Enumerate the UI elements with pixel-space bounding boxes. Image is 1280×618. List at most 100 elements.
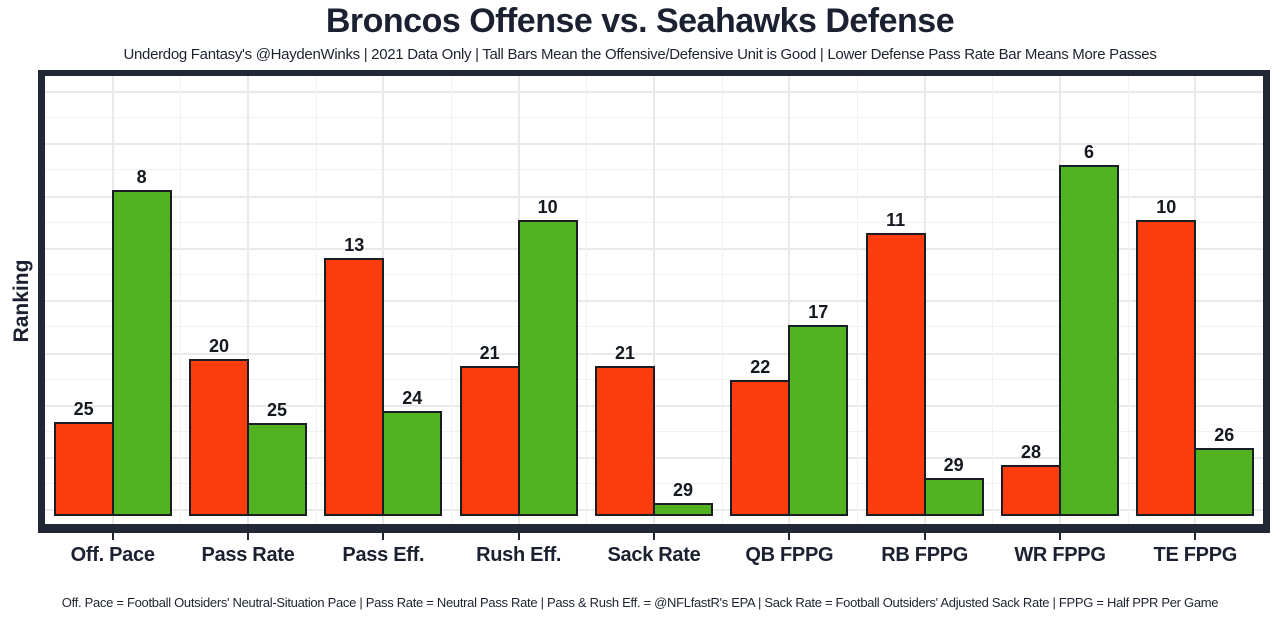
x-tick-mark-qb-fppg: [788, 533, 791, 540]
bar-pair-qb-fppg: 22 17: [730, 302, 849, 516]
chart-subtitle: Underdog Fantasy's @HaydenWinks | 2021 D…: [123, 46, 1157, 63]
bar-offense-pass-eff: 13: [324, 235, 385, 516]
v-gridline-minor: [180, 76, 182, 524]
v-gridline-minor: [721, 76, 723, 524]
bar-offense-off-pace: 25: [53, 399, 114, 516]
bar-group-pass-rate: 20 25: [180, 76, 315, 524]
x-tick-mark-off-pace: [111, 533, 114, 540]
x-axis-label-rush-eff: Rush Eff.: [476, 544, 562, 566]
bar-defense-rush-eff: 10: [517, 197, 578, 516]
x-tick-cell-off-pace: [45, 533, 180, 541]
bar-offense-sack-rate: 21: [594, 343, 655, 516]
bar-defense-pass-eff: 24: [382, 388, 443, 516]
bar-group-rb-fppg: 11 29: [857, 76, 992, 524]
bar-pair-rb-fppg: 11 29: [865, 210, 984, 516]
bar-value-label-defense-sack-rate: 29: [672, 480, 693, 500]
bar-pair-te-fppg: 10 26: [1136, 197, 1255, 516]
v-gridline-major: [653, 76, 655, 524]
bar-group-rush-eff: 21 10: [451, 76, 586, 524]
bar-group-pass-eff: 13 24: [316, 76, 451, 524]
bar-value-label-offense-qb-fppg: 22: [750, 357, 771, 377]
bar-pair-off-pace: 25 8: [53, 167, 172, 516]
v-gridline-minor: [992, 76, 994, 524]
bar-pair-wr-fppg: 28 6: [1000, 142, 1119, 516]
bar-pair-pass-rate: 20 25: [188, 336, 307, 516]
bar-value-label-offense-rush-eff: 21: [479, 343, 500, 363]
bar-value-label-defense-pass-eff: 24: [402, 388, 423, 408]
chart-footnote: Off. Pace = Football Outsiders' Neutral-…: [61, 595, 1219, 610]
x-tick-cell-te-fppg: [1128, 533, 1263, 541]
bar-value-label-defense-wr-fppg: 6: [1083, 142, 1094, 162]
x-tick-cell-pass-eff: [316, 533, 451, 541]
bar-defense-off-pace: 8: [111, 167, 172, 516]
bar-value-label-offense-wr-fppg: 28: [1020, 442, 1041, 462]
bar-offense-te-fppg: 10: [1136, 197, 1197, 516]
x-tick-cell-rb-fppg: [857, 533, 992, 541]
x-axis-label-rb-fppg: RB FPPG: [881, 544, 969, 566]
v-gridline-minor: [1127, 76, 1129, 524]
x-axis-label-off-pace: Off. Pace: [70, 544, 155, 566]
bar-value-label-defense-pass-rate: 25: [266, 400, 287, 420]
bar-defense-rb-fppg: 29: [923, 455, 984, 516]
bar-value-label-offense-te-fppg: 10: [1156, 197, 1177, 217]
v-gridline-minor: [586, 76, 588, 524]
bar-offense-pass-rate: 20: [188, 336, 249, 516]
x-tick-cell-sack-rate: [586, 533, 721, 541]
bar-value-label-defense-rush-eff: 10: [537, 197, 558, 217]
bar-offense-qb-fppg: 22: [730, 357, 791, 516]
bar-value-label-offense-sack-rate: 21: [614, 343, 635, 363]
v-gridline-minor: [857, 76, 858, 524]
bar-defense-pass-rate: 25: [246, 400, 307, 516]
bar-defense-wr-fppg: 6: [1058, 142, 1119, 516]
x-tick-mark-pass-eff: [382, 533, 385, 540]
x-tick-mark-wr-fppg: [1058, 533, 1061, 540]
bar-offense-wr-fppg: 28: [1000, 442, 1061, 516]
bar-group-te-fppg: 10 26: [1128, 76, 1263, 524]
x-tick-mark-sack-rate: [652, 533, 655, 540]
bar-pair-pass-eff: 13 24: [324, 235, 443, 516]
x-axis-ticks: [38, 533, 1270, 541]
bar-offense-rush-eff: 21: [459, 343, 520, 516]
v-gridline-major: [788, 76, 791, 524]
x-tick-cell-qb-fppg: [722, 533, 857, 541]
bar-value-label-offense-rb-fppg: 11: [886, 210, 906, 230]
bar-value-label-offense-pass-rate: 20: [208, 336, 229, 356]
v-gridline-minor: [451, 76, 452, 524]
x-tick-cell-wr-fppg: [992, 533, 1127, 541]
bar-pair-sack-rate: 21 29: [594, 343, 713, 516]
chart-title: Broncos Offense vs. Seahawks Defense: [325, 2, 955, 40]
x-tick-cell-rush-eff: [451, 533, 586, 541]
bar-groups: 25 8 20 25 13 24 21 10 21 29 22 17 11 29 28 6 10 26: [45, 76, 1263, 524]
bar-group-qb-fppg: 22 17: [722, 76, 857, 524]
bar-value-label-defense-rb-fppg: 29: [943, 455, 964, 475]
bar-group-sack-rate: 21 29: [586, 76, 721, 524]
bar-defense-qb-fppg: 17: [788, 302, 849, 516]
v-gridline-minor: [315, 76, 317, 524]
x-axis-label-pass-rate: Pass Rate: [201, 544, 295, 566]
x-axis-label-pass-eff: Pass Eff.: [342, 544, 425, 566]
bar-value-label-offense-off-pace: 25: [73, 399, 94, 419]
v-gridline-major: [246, 76, 249, 524]
bar-defense-te-fppg: 26: [1194, 425, 1255, 516]
bar-offense-rb-fppg: 11: [865, 210, 926, 516]
x-axis-label-wr-fppg: WR FPPG: [1014, 544, 1106, 566]
bar-value-label-defense-te-fppg: 26: [1214, 425, 1235, 445]
x-tick-mark-te-fppg: [1194, 533, 1197, 540]
bar-group-wr-fppg: 28 6: [992, 76, 1127, 524]
bar-group-off-pace: 25 8: [45, 76, 180, 524]
x-tick-mark-pass-rate: [246, 533, 249, 540]
y-axis-label: Ranking: [10, 259, 33, 343]
x-axis-labels: Off. Pace Pass Rate Pass Eff. Rush Eff. Sack…: [38, 542, 1270, 570]
bar-defense-sack-rate: 29: [652, 480, 713, 516]
plot-panel: 25 8 20 25 13 24 21 10 21 29 22 17 11 29 28 6 10 26: [38, 70, 1270, 533]
bar-pair-rush-eff: 21 10: [459, 197, 578, 516]
x-axis-label-qb-fppg: QB FPPG: [745, 544, 834, 566]
bar-value-label-defense-off-pace: 8: [136, 167, 147, 187]
x-tick-mark-rb-fppg: [923, 533, 926, 540]
x-axis-label-te-fppg: TE FPPG: [1153, 544, 1238, 566]
x-tick-mark-rush-eff: [517, 533, 520, 540]
x-tick-cell-pass-rate: [180, 533, 315, 541]
x-axis-label-sack-rate: Sack Rate: [607, 544, 701, 566]
bar-value-label-defense-qb-fppg: 17: [808, 302, 829, 322]
bar-value-label-offense-pass-eff: 13: [344, 235, 365, 255]
